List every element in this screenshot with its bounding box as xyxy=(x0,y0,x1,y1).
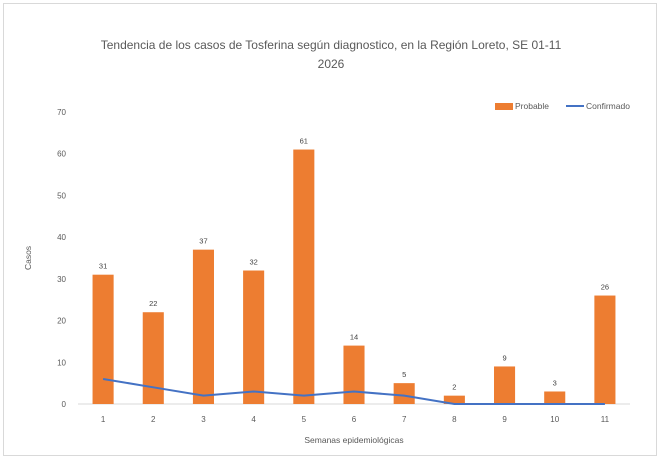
bar-probable xyxy=(192,249,214,404)
bar-probable xyxy=(594,295,616,404)
y-tick-label: 70 xyxy=(57,108,66,117)
legend-swatch-probable xyxy=(495,103,513,110)
bar-probable xyxy=(443,395,465,404)
x-axis-ticks: 1 2 3 4 5 6 7 8 9 10 11 xyxy=(101,415,610,424)
chart-title-line-1: Tendencia de los casos de Tosferina segú… xyxy=(100,38,562,52)
bar-probable xyxy=(544,391,566,404)
x-tick-label: 6 xyxy=(352,415,357,424)
bar-probable xyxy=(92,274,114,404)
x-tick-label: 3 xyxy=(201,415,206,424)
bar-data-label: 37 xyxy=(199,237,207,246)
bar-data-label: 14 xyxy=(350,333,358,342)
chart-title-line-2: 2026 xyxy=(317,57,345,71)
x-tick-label: 10 xyxy=(550,415,559,424)
x-tick-label: 2 xyxy=(151,415,156,424)
y-axis-title: Casos xyxy=(23,246,33,270)
line-series-confirmado xyxy=(102,377,605,405)
bar-data-label: 5 xyxy=(402,370,406,379)
x-tick-label: 5 xyxy=(302,415,307,424)
y-tick-label: 60 xyxy=(57,150,66,159)
x-tick-label: 4 xyxy=(251,415,256,424)
bar-probable xyxy=(243,270,265,404)
bar-data-label: 61 xyxy=(300,137,308,146)
bar-data-label: 2 xyxy=(452,383,456,392)
bar-data-labels: 31 22 37 32 61 14 5 2 9 3 26 xyxy=(99,137,609,392)
bar-data-label: 3 xyxy=(553,378,557,387)
bar-probable xyxy=(494,366,516,404)
x-tick-label: 8 xyxy=(452,415,457,424)
y-tick-label: 30 xyxy=(57,275,66,284)
x-tick-label: 1 xyxy=(101,415,106,424)
bar-data-label: 31 xyxy=(99,262,107,271)
x-tick-label: 7 xyxy=(402,415,407,424)
y-tick-label: 50 xyxy=(57,191,66,200)
bar-probable xyxy=(142,312,164,404)
bar-data-label: 22 xyxy=(149,299,157,308)
y-tick-label: 40 xyxy=(57,233,66,242)
y-tick-label: 10 xyxy=(57,358,66,367)
legend-label-probable: Probable xyxy=(515,101,549,111)
y-tick-label: 20 xyxy=(57,317,66,326)
bar-probable xyxy=(393,383,415,404)
legend-label-confirmado: Confirmado xyxy=(586,101,630,111)
bar-series-probable xyxy=(92,149,616,404)
x-tick-label: 9 xyxy=(502,415,507,424)
y-tick-label: 0 xyxy=(62,400,67,409)
y-axis-ticks: 0 10 20 30 40 50 60 70 xyxy=(57,108,66,409)
bar-data-label: 32 xyxy=(249,258,257,267)
bar-data-label: 26 xyxy=(601,283,609,292)
legend: Probable Confirmado xyxy=(495,101,630,111)
x-axis-title: Semanas epidemiológicas xyxy=(304,435,403,445)
bar-probable xyxy=(293,149,315,404)
bar-data-label: 9 xyxy=(502,353,506,362)
bar-probable xyxy=(343,345,365,404)
x-tick-label: 11 xyxy=(601,415,610,424)
chart-title: Tendencia de los casos de Tosferina segú… xyxy=(0,36,662,74)
